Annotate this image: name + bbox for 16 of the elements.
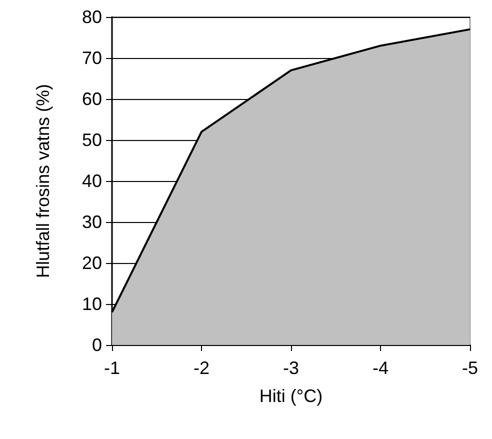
y-tick-label: 20	[82, 253, 102, 273]
y-tick-label: 60	[82, 89, 102, 109]
x-tick-label: -3	[282, 358, 300, 378]
y-tick-label: 50	[82, 130, 102, 150]
x-tick-label: -2	[193, 358, 210, 378]
y-tick-label: 0	[92, 335, 102, 355]
y-tick-label: 70	[82, 48, 102, 68]
y-tick-label: 80	[82, 7, 102, 27]
x-axis-title: Hiti (°C)	[259, 386, 323, 406]
y-tick-label: 30	[82, 212, 102, 232]
x-tick-label: -1	[104, 358, 120, 378]
y-tick-label: 10	[82, 294, 102, 314]
y-axis-title: Hlutfall frosins vatns (%)	[33, 84, 53, 278]
x-tick-label: -4	[372, 358, 389, 378]
x-tick-label: -5	[462, 358, 478, 378]
y-tick-label: 40	[82, 171, 102, 191]
